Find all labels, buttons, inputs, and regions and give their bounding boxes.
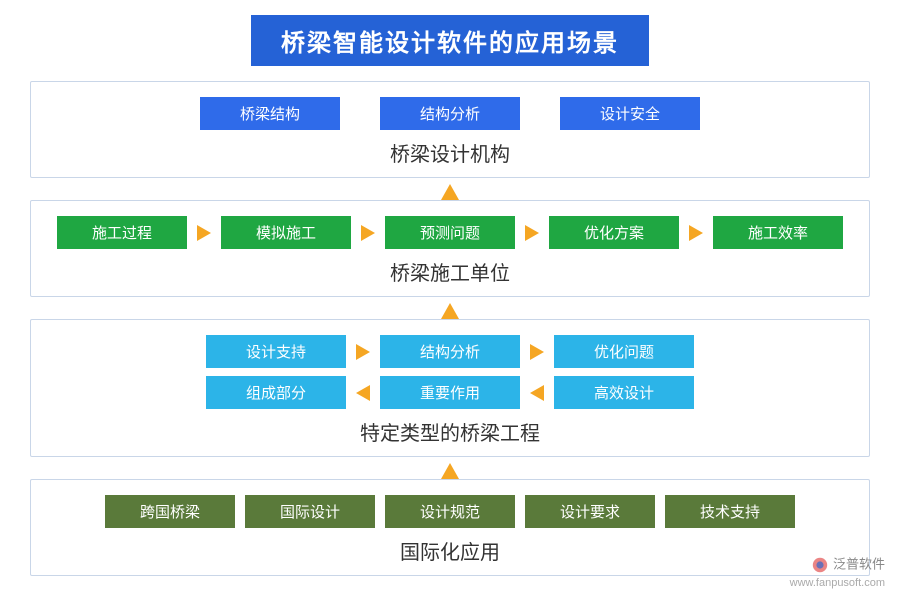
row: 施工过程 模拟施工 预测问题 优化方案 施工效率 <box>51 216 849 249</box>
box-item: 国际设计 <box>245 495 375 528</box>
box-item: 优化问题 <box>554 335 694 368</box>
section-1: 施工过程 模拟施工 预测问题 优化方案 施工效率桥梁施工单位 <box>30 200 870 297</box>
box-item: 设计支持 <box>206 335 346 368</box>
watermark-url: www.fanpusoft.com <box>790 577 885 589</box>
section-label: 桥梁施工单位 <box>51 257 849 286</box>
section-3: 跨国桥梁国际设计设计规范设计要求技术支持国际化应用 <box>30 479 870 576</box>
watermark-brand: 泛普软件 <box>833 556 885 571</box>
box-item: 高效设计 <box>554 376 694 409</box>
box-item: 桥梁结构 <box>200 97 340 130</box>
box-item: 组成部分 <box>206 376 346 409</box>
section-label: 特定类型的桥梁工程 <box>51 417 849 446</box>
row: 跨国桥梁国际设计设计规范设计要求技术支持 <box>51 495 849 528</box>
page-title: 桥梁智能设计软件的应用场景 <box>251 15 649 66</box>
arrow-left-icon <box>356 385 370 401</box>
row: 组成部分 重要作用 高效设计 <box>51 376 849 409</box>
arrow-right-icon <box>361 225 375 241</box>
arrow-right-icon <box>530 344 544 360</box>
sections-container: 桥梁结构结构分析设计安全桥梁设计机构施工过程模拟施工预测问题优化方案施工效率桥梁… <box>30 81 870 576</box>
arrow-right-icon <box>197 225 211 241</box>
box-item: 施工效率 <box>713 216 843 249</box>
box-item: 优化方案 <box>549 216 679 249</box>
section-0: 桥梁结构 结构分析 设计安全桥梁设计机构 <box>30 81 870 178</box>
arrow-right-icon <box>689 225 703 241</box>
box-item: 设计要求 <box>525 495 655 528</box>
logo-icon <box>811 556 829 574</box>
box-item: 预测问题 <box>385 216 515 249</box>
section-label: 国际化应用 <box>51 536 849 565</box>
box-item: 模拟施工 <box>221 216 351 249</box>
box-item: 跨国桥梁 <box>105 495 235 528</box>
arrow-up-icon <box>441 303 459 319</box>
section-label: 桥梁设计机构 <box>51 138 849 167</box>
arrow-right-icon <box>356 344 370 360</box>
box-item: 施工过程 <box>57 216 187 249</box>
section-2: 设计支持 结构分析 优化问题组成部分 重要作用 高效设计特定类型的桥梁工程 <box>30 319 870 457</box>
row: 设计支持 结构分析 优化问题 <box>51 335 849 368</box>
arrow-left-icon <box>530 385 544 401</box>
box-item: 结构分析 <box>380 97 520 130</box>
watermark: 泛普软件 www.fanpusoft.com <box>790 556 885 590</box>
arrow-right-icon <box>525 225 539 241</box>
arrow-up-icon <box>441 463 459 479</box>
arrow-up-icon <box>441 184 459 200</box>
box-item: 技术支持 <box>665 495 795 528</box>
row: 桥梁结构 结构分析 设计安全 <box>51 97 849 130</box>
box-item: 重要作用 <box>380 376 520 409</box>
box-item: 设计安全 <box>560 97 700 130</box>
box-item: 设计规范 <box>385 495 515 528</box>
box-item: 结构分析 <box>380 335 520 368</box>
